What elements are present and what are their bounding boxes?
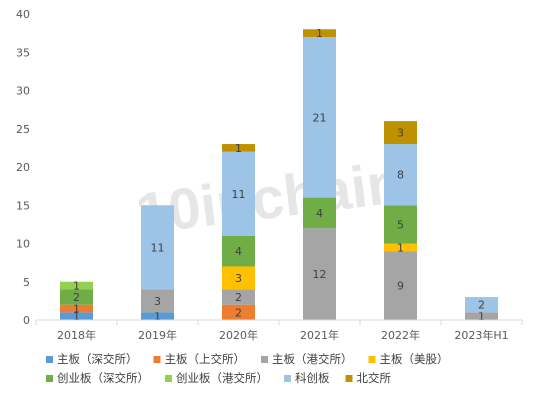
legend-label: 创业板（港交所） — [176, 371, 268, 385]
data-label: 3 — [235, 272, 242, 285]
legend-swatch — [165, 375, 172, 382]
bar-segment — [60, 312, 93, 320]
bar-segment — [384, 144, 417, 206]
legend-swatch — [345, 375, 353, 382]
x-tick-label: 2022年 — [381, 328, 420, 342]
data-label: 11 — [151, 241, 165, 254]
legend-label: 创业板（深交所） — [57, 371, 149, 385]
data-label: 2 — [235, 306, 242, 319]
x-tick-label: 2021年 — [300, 328, 339, 342]
data-label: 1 — [73, 303, 80, 316]
bar-segment — [384, 205, 417, 244]
bar-segment — [60, 304, 93, 313]
x-tick-label: 2018年 — [57, 328, 96, 342]
legend-swatch — [368, 356, 376, 363]
y-tick-label: 25 — [16, 123, 30, 136]
bar-segment — [384, 243, 417, 252]
y-tick-label: 5 — [23, 276, 30, 289]
data-label: 21 — [313, 111, 327, 124]
bar-segment — [222, 151, 255, 236]
bar-segment — [303, 36, 336, 198]
data-label: 3 — [397, 127, 404, 140]
bar-segment — [60, 289, 93, 305]
data-label: 1 — [73, 280, 80, 293]
data-label: 1 — [397, 241, 404, 254]
y-tick-label: 35 — [16, 46, 30, 59]
legend-label: 主板（深交所） — [57, 352, 138, 366]
x-tick-label: 2020年 — [219, 328, 258, 342]
bar-segment — [465, 312, 498, 320]
data-label: 2 — [235, 291, 242, 304]
legend-label: 主板（港交所） — [272, 352, 353, 366]
data-label: 1 — [478, 310, 485, 323]
data-label: 4 — [316, 207, 323, 220]
y-tick-label: 0 — [23, 314, 30, 327]
data-label: 3 — [154, 295, 161, 308]
data-label: 12 — [313, 268, 327, 281]
data-label: 1 — [154, 310, 161, 323]
data-label: 8 — [397, 169, 404, 182]
data-label: 1 — [235, 142, 242, 155]
bar-segment — [222, 304, 255, 320]
data-label: 9 — [397, 280, 404, 293]
y-tick-label: 10 — [16, 238, 30, 251]
bar-segment — [60, 281, 93, 290]
legend-swatch — [261, 356, 268, 363]
bar-segment — [384, 121, 417, 145]
x-axis: 2018年 2019年 2020年 2021年 2022年 2023年H1 — [35, 319, 523, 342]
legend-swatch — [284, 375, 291, 382]
legend: 主板（深交所） 主板（上交所） 主板（港交所） 主板（美股） 创业板（深交所） 创业板（港… — [46, 352, 449, 385]
bar-segment — [222, 235, 255, 267]
bar-segment — [222, 289, 255, 305]
data-label: 2 — [478, 299, 485, 312]
data-label: 1 — [73, 310, 80, 323]
y-tick-label: 20 — [16, 161, 30, 174]
legend-swatch — [46, 375, 53, 382]
bar-segment — [303, 228, 336, 320]
bar-segment — [303, 197, 336, 229]
data-label: 1 — [316, 27, 323, 40]
x-tick-label: 2019年 — [138, 328, 177, 342]
y-tick-label: 40 — [16, 8, 30, 21]
bar-segment — [141, 312, 174, 320]
y-tick-label: 30 — [16, 85, 30, 98]
legend-label: 科创板 — [295, 371, 330, 385]
legend-label: 主板（上交所） — [165, 352, 246, 366]
legend-label: 北交所 — [357, 371, 392, 385]
legend-swatch — [46, 356, 53, 363]
bar-segment — [222, 266, 255, 290]
data-label: 5 — [397, 218, 404, 231]
bar-segment — [465, 297, 498, 313]
data-label: 2 — [73, 291, 80, 304]
bar-segment — [384, 251, 417, 320]
bar-segment — [222, 144, 255, 152]
legend-swatch — [153, 356, 161, 363]
bar-segment — [141, 205, 174, 290]
y-tick-label: 15 — [16, 199, 30, 212]
legend-label: 主板（美股） — [380, 352, 449, 366]
x-tick-label: 2023年H1 — [454, 328, 508, 342]
bar-segment — [303, 29, 336, 37]
bar-segment — [141, 289, 174, 313]
y-axis: 0 5 10 15 20 25 30 35 40 — [16, 8, 30, 327]
data-label: 4 — [235, 245, 242, 258]
data-label: 11 — [232, 188, 246, 201]
